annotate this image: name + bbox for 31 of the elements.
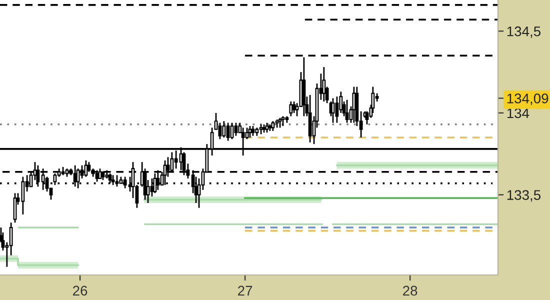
candlestick (234, 122, 238, 137)
candlestick (245, 126, 249, 140)
candlestick (259, 124, 263, 135)
candlestick (222, 120, 226, 138)
candlestick (271, 120, 275, 132)
candlestick (230, 122, 234, 140)
y-tick-label: 134 (507, 108, 530, 118)
x-tick-label: 27 (238, 286, 252, 296)
candlestick (251, 125, 255, 137)
y-tick-label: 134,5 (507, 26, 541, 38)
candlestick (281, 116, 285, 127)
y-tick-label: 133,5 (507, 190, 541, 202)
candlestick (111, 174, 115, 186)
candlestick (9, 222, 13, 256)
candlestick (322, 66, 326, 102)
x-tick-label: 28 (403, 286, 418, 296)
candlestick (345, 99, 349, 124)
candlestick (115, 174, 119, 188)
candlestick (289, 100, 293, 117)
candlestick (331, 98, 335, 124)
candlestick (13, 192, 17, 224)
candlestick (308, 94, 312, 144)
candlestick (226, 122, 230, 142)
candlestick (352, 86, 356, 124)
candlestick (371, 86, 375, 114)
candlestick (218, 122, 222, 140)
y-tick-label: 134,09 (507, 94, 548, 106)
candlestick (335, 96, 339, 124)
candlestick (278, 117, 282, 128)
x-tick-label: 26 (73, 286, 88, 296)
candlestick (292, 100, 296, 114)
